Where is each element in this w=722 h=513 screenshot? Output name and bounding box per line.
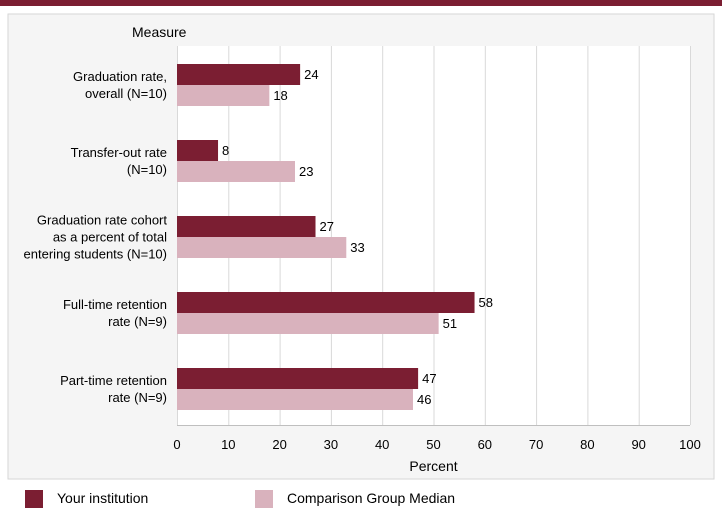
- category-label: Full-time retention: [63, 297, 167, 312]
- category-label: Transfer-out rate: [71, 145, 167, 160]
- top-accent-bar: [0, 0, 722, 6]
- bar-your-institution: [177, 64, 301, 85]
- x-tick-label: 30: [324, 437, 338, 452]
- category-label: Graduation rate cohort: [37, 213, 167, 228]
- bar-comparison-median: [177, 85, 270, 106]
- bar-your-institution: [177, 368, 419, 389]
- chart-svg: Measure 24 18 Graduation rate, overall (N=10…: [7, 13, 715, 508]
- x-tick-label: 0: [173, 437, 180, 452]
- data-label: 27: [320, 219, 334, 234]
- category-label: entering students (N=10): [24, 247, 167, 262]
- data-label: 18: [273, 88, 287, 103]
- category-label: overall (N=10): [85, 86, 167, 101]
- bar-comparison-median: [177, 313, 439, 334]
- category-label: rate (N=9): [108, 390, 167, 405]
- data-label: 58: [479, 295, 493, 310]
- bar-comparison-median: [177, 389, 413, 410]
- data-label: 46: [417, 392, 431, 407]
- bar-comparison-median: [177, 161, 295, 182]
- x-tick-label: 80: [580, 437, 594, 452]
- x-axis-title: Percent: [409, 458, 457, 474]
- data-label: 8: [222, 143, 229, 158]
- x-tick-label: 90: [631, 437, 645, 452]
- category-label: as a percent of total: [53, 230, 167, 245]
- data-label: 23: [299, 164, 313, 179]
- x-tick-label: 20: [272, 437, 286, 452]
- x-tick-label: 60: [478, 437, 492, 452]
- bar-your-institution: [177, 216, 316, 237]
- bar-comparison-median: [177, 237, 347, 258]
- legend-swatch: [255, 490, 273, 508]
- x-tick-label: 10: [221, 437, 235, 452]
- x-tick-label: 70: [529, 437, 543, 452]
- bar-your-institution: [177, 292, 475, 313]
- data-label: 24: [304, 67, 318, 82]
- x-tick-label: 40: [375, 437, 389, 452]
- data-label: 33: [350, 240, 364, 255]
- category-label: Graduation rate,: [73, 69, 167, 84]
- legend-label: Comparison Group Median: [287, 490, 455, 506]
- category-label: rate (N=9): [108, 314, 167, 329]
- category-label: (N=10): [127, 162, 167, 177]
- bar-your-institution: [177, 140, 219, 161]
- data-label: 51: [443, 316, 457, 331]
- x-tick-label: 100: [679, 437, 701, 452]
- legend-label: Your institution: [57, 490, 148, 506]
- data-label: 47: [422, 371, 436, 386]
- x-tick-label: 50: [426, 437, 440, 452]
- category-label: Part-time retention: [60, 373, 167, 388]
- y-axis-header: Measure: [132, 24, 187, 40]
- legend-swatch: [25, 490, 43, 508]
- chart: Measure 24 18 Graduation rate, overall (N=10…: [0, 6, 722, 508]
